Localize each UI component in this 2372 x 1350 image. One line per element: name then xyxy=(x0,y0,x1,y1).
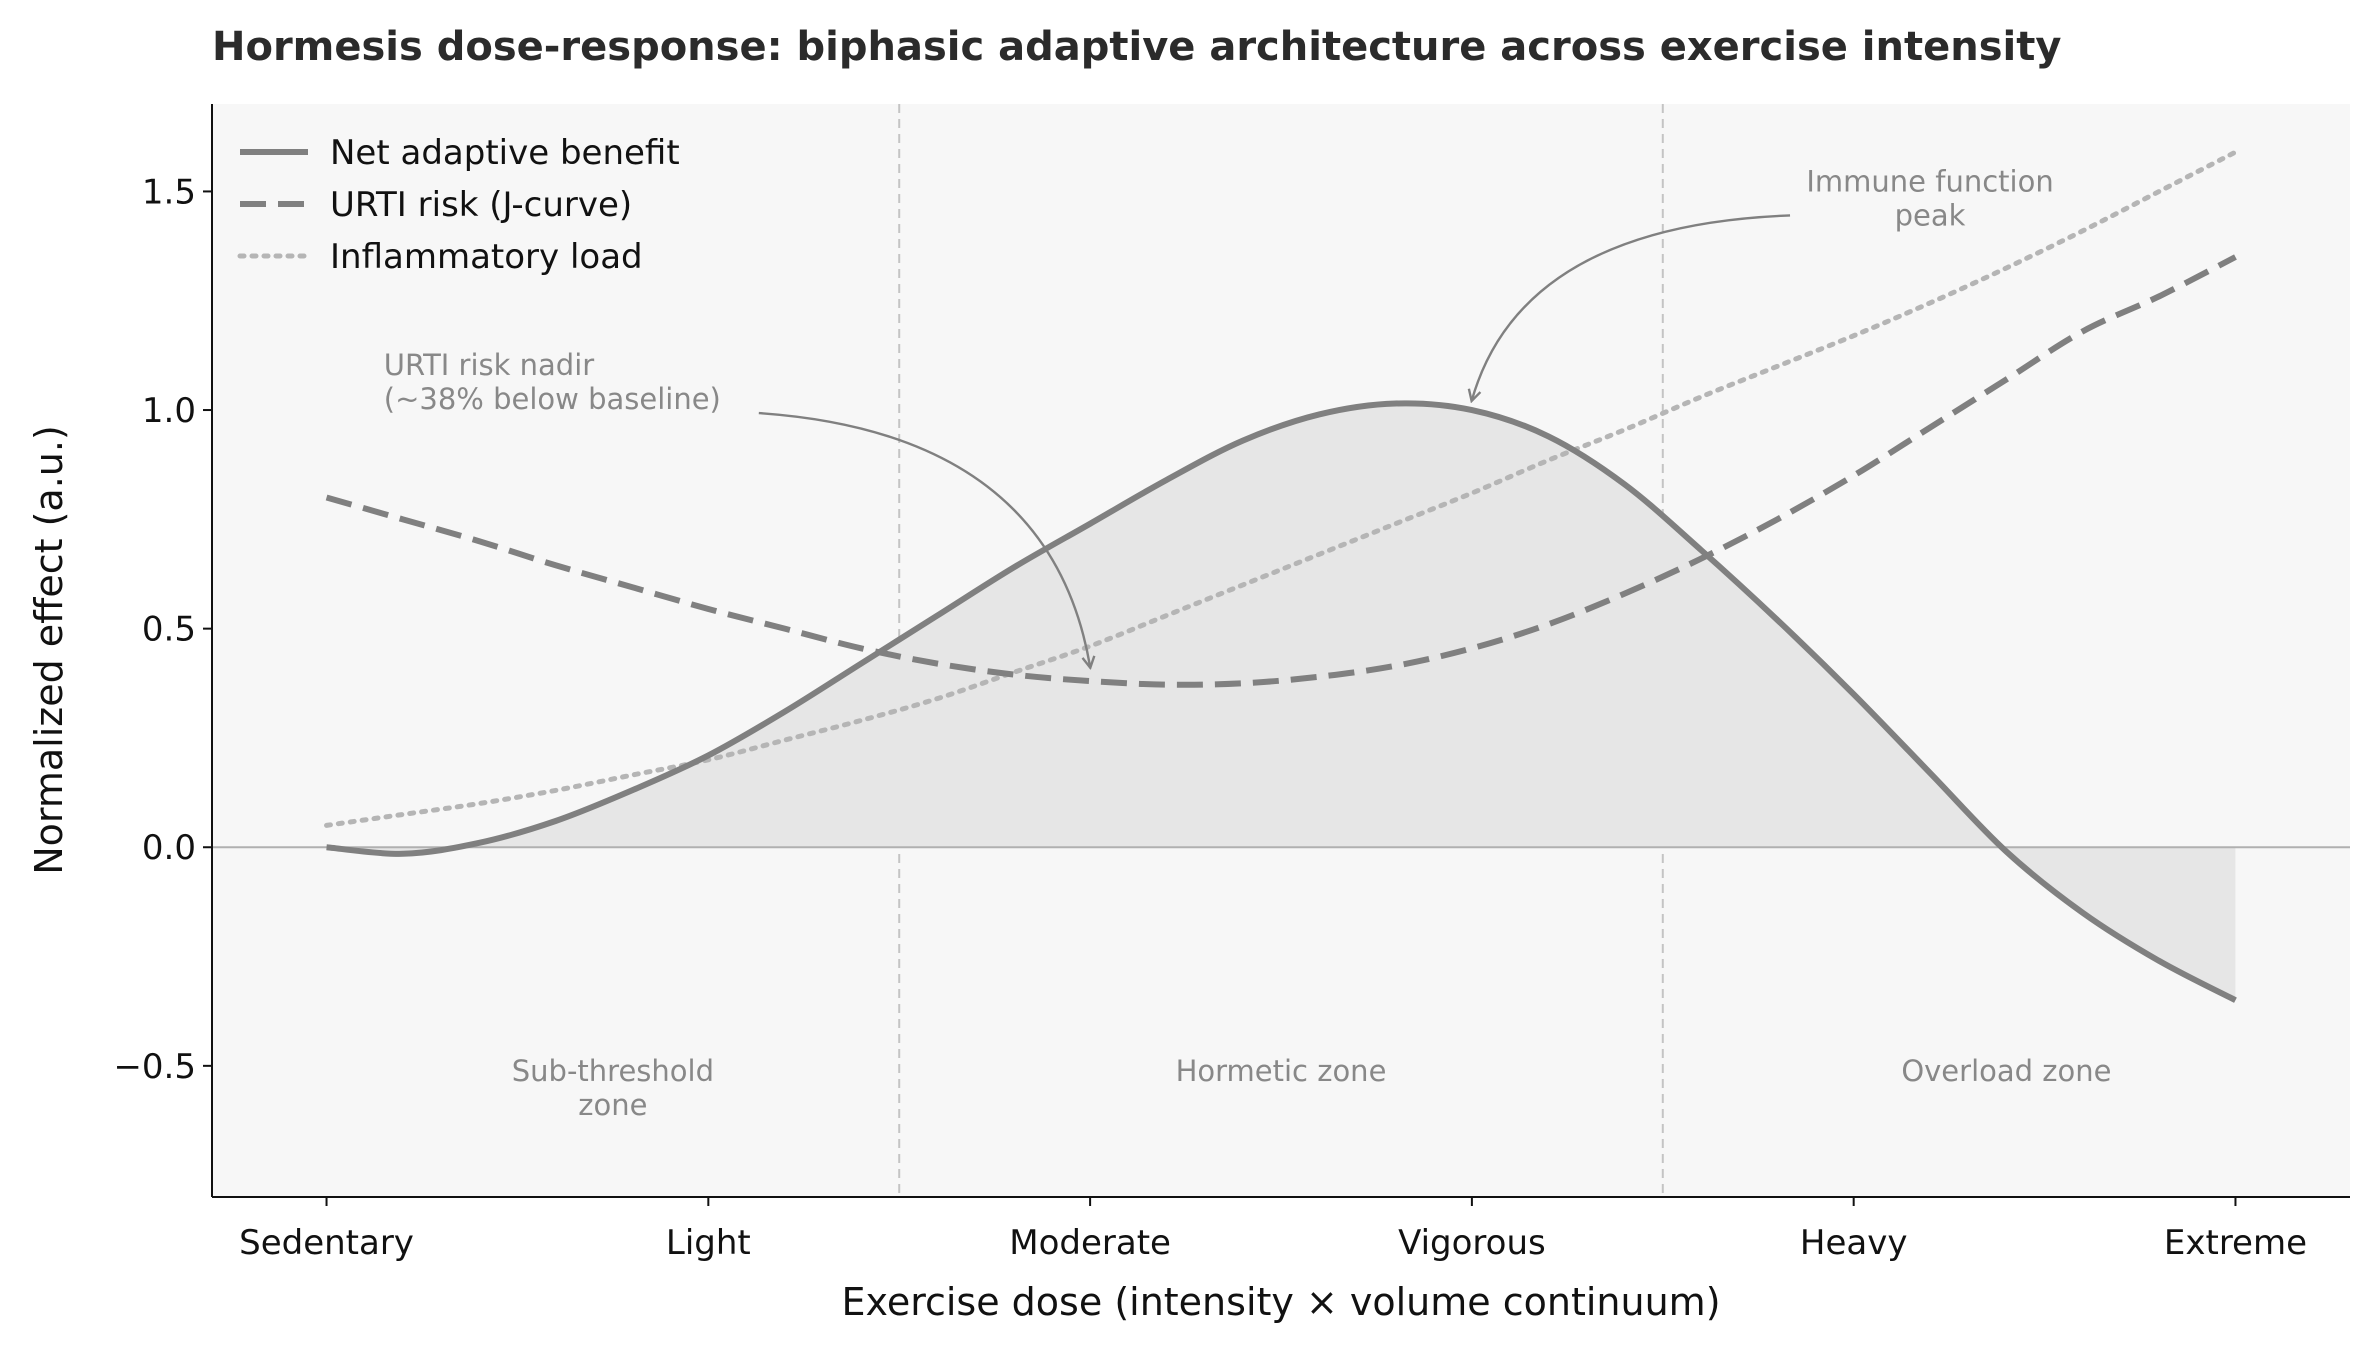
y-tick-label-2: 0.0 xyxy=(142,828,196,868)
x-tick-label-4: Vigorous xyxy=(1398,1223,1546,1263)
zones-layer: Sub-threshold zone Hormetic zone Overload z… xyxy=(512,104,2111,1197)
y-tick-label-1: −0.5 xyxy=(113,1047,196,1087)
legend-label-2: URTI risk (J-curve) xyxy=(330,185,632,225)
y-tick-label-5: 1.5 xyxy=(142,172,196,212)
annotation-arrow-1 xyxy=(758,411,1090,667)
legend-label-3: Inflammatory load xyxy=(330,237,643,277)
chart-title: Hormesis dose-response: biphasic adaptiv… xyxy=(212,24,2061,70)
zone-label-1: Sub-threshold zone xyxy=(512,1054,714,1122)
annotation-text-1: URTI risk nadir (~38% below baseline) xyxy=(384,348,721,416)
y-ticks: −0.5 0.0 0.5 1.0 1.5 xyxy=(113,172,212,1087)
x-tick-label-5: Heavy xyxy=(1800,1223,1908,1263)
y-tick-label-3: 0.5 xyxy=(142,610,196,650)
series-line-1 xyxy=(326,400,2237,1003)
x-tick-label-3: Moderate xyxy=(1009,1223,1171,1263)
annotation-text-2: Immune function peak xyxy=(1806,164,2053,232)
legend: Net adaptive benefit URTI risk (J-curve) I… xyxy=(237,133,680,277)
y-axis-label: Normalized effect (a.u.) xyxy=(27,425,71,875)
x-ticks: Sedentary Light Moderate Vigorous Heavy Extre… xyxy=(239,1197,2307,1263)
x-tick-label-1: Sedentary xyxy=(239,1223,414,1263)
x-tick-label-2: Light xyxy=(666,1223,751,1263)
fill-layer xyxy=(326,403,2236,1001)
y-tick-label-4: 1.0 xyxy=(142,391,196,431)
x-axis-label: Exercise dose (intensity × volume contin… xyxy=(841,1280,1720,1324)
legend-label-1: Net adaptive benefit xyxy=(330,133,680,173)
series-line-2 xyxy=(325,254,2237,688)
annotations-layer: URTI risk nadir (~38% below baseline) Immu… xyxy=(384,164,2054,666)
zone-label-2: Hormetic zone xyxy=(1176,1054,1387,1088)
series-line-3 xyxy=(324,149,2238,828)
zone-label-3: Overload zone xyxy=(1901,1054,2111,1088)
annotation-arrow-2 xyxy=(1472,214,1791,400)
series-layer xyxy=(324,149,2238,1003)
benefit-fill-area xyxy=(326,403,2236,1001)
x-tick-label-6: Extreme xyxy=(2164,1223,2307,1263)
